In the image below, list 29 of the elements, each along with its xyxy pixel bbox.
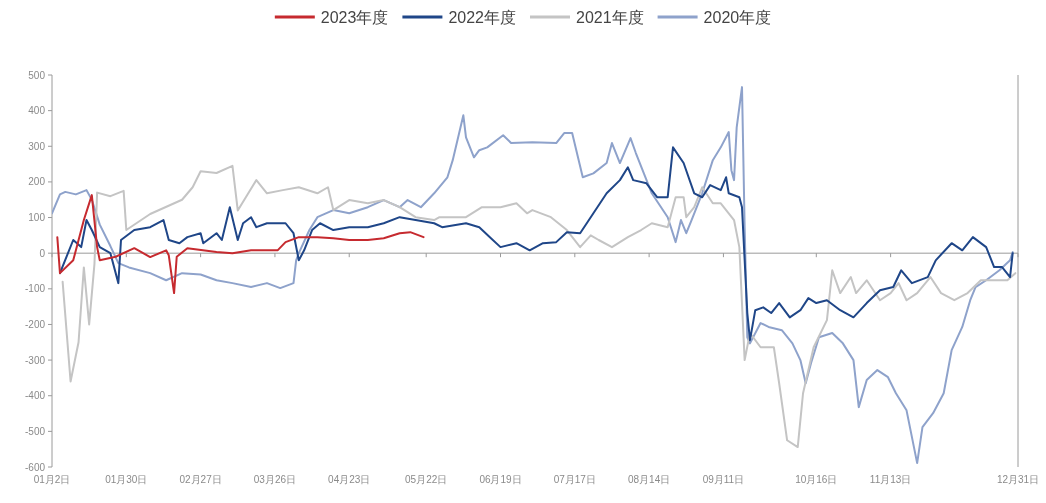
y-tick-label: 300 bbox=[28, 140, 46, 152]
y-tick-label: -600 bbox=[24, 461, 46, 473]
x-tick-label: 11月13日 bbox=[869, 474, 912, 485]
y-tick-label: 400 bbox=[28, 105, 46, 117]
x-tick-label: 01月30日 bbox=[105, 474, 148, 485]
legend-label: 2022年度 bbox=[448, 9, 516, 26]
x-tick-label: 04月23日 bbox=[328, 474, 371, 485]
legend-label: 2023年度 bbox=[320, 9, 389, 26]
legend-label: 2020年度 bbox=[703, 9, 772, 26]
y-tick-label: 100 bbox=[28, 212, 46, 224]
x-tick-label: 12月31日 bbox=[996, 474, 1040, 485]
y-tick-label: 500 bbox=[28, 69, 46, 81]
y-tick-label: -300 bbox=[24, 354, 46, 366]
x-tick-label: 05月22日 bbox=[405, 474, 448, 485]
x-tick-label: 10月16日 bbox=[795, 474, 838, 485]
y-tick-label: -400 bbox=[24, 390, 46, 402]
x-tick-label: 02月27日 bbox=[179, 474, 222, 485]
y-tick-label: 0 bbox=[39, 247, 46, 259]
x-tick-label: 01月2日 bbox=[33, 474, 71, 485]
y-tick-label: -500 bbox=[24, 425, 46, 437]
x-tick-label: 07月17日 bbox=[553, 474, 596, 485]
legend-label: 2021年度 bbox=[576, 9, 644, 26]
x-tick-label: 06月19日 bbox=[479, 474, 522, 485]
y-tick-label: -200 bbox=[24, 318, 46, 330]
y-tick-label: -100 bbox=[24, 283, 46, 295]
x-tick-label: 08月14日 bbox=[627, 474, 671, 485]
x-tick-label: 09月11日 bbox=[702, 474, 745, 485]
y-tick-label: 200 bbox=[28, 176, 46, 188]
x-tick-label: 03月26日 bbox=[253, 474, 297, 485]
